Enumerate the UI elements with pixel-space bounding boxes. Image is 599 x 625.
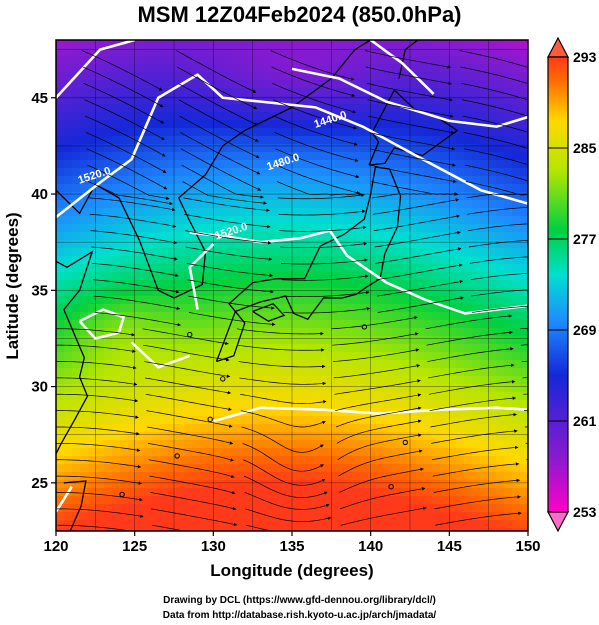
temperature-field (56, 40, 528, 531)
x-tick-label: 145 (437, 538, 462, 555)
y-tick-label: 35 (31, 282, 48, 299)
x-axis-label: Longitude (degrees) (210, 561, 373, 580)
x-tick-label: 135 (279, 538, 304, 555)
wind-streamlines (56, 50, 528, 531)
x-axis-ticks: 120 125 130 135 140 145 150 (43, 531, 541, 555)
y-tick-label: 40 (31, 186, 48, 203)
map-title: MSM 12Z04Feb2024 (850.0hPa) (137, 2, 462, 27)
colorbar-bar (547, 56, 569, 513)
x-tick-label: 150 (515, 538, 540, 555)
x-tick-label: 140 (358, 538, 383, 555)
colorbar-ticks: 253 261 269 277 285 293 (548, 49, 597, 520)
credits: Drawing by DCL (https://www.gfd-dennou.o… (0, 593, 599, 623)
lat-lon-grid (56, 40, 528, 531)
credit-drawing: Drawing by DCL (https://www.gfd-dennou.o… (163, 595, 436, 606)
y-tick-label: 45 (31, 90, 48, 107)
y-axis-ticks: 25 30 35 40 45 (31, 90, 56, 492)
x-tick-label: 130 (201, 538, 226, 555)
colorbar-tick-label: 285 (573, 140, 597, 156)
colorbar: 253 261 269 277 285 293 (547, 36, 597, 533)
colorbar-bottom-arrow (547, 511, 569, 533)
x-tick-label: 125 (122, 538, 147, 555)
colorbar-tick-label: 261 (573, 413, 597, 429)
colorbar-tick-label: 277 (573, 231, 597, 247)
y-tick-label: 30 (31, 379, 48, 396)
colorbar-tick-label: 269 (573, 322, 597, 338)
colorbar-top-arrow (547, 36, 569, 58)
colorbar-tick-label: 253 (573, 504, 597, 520)
x-tick-label: 120 (43, 538, 68, 555)
y-axis-label: Latitude (degrees) (3, 212, 22, 359)
colorbar-tick-label: 293 (573, 49, 597, 65)
y-tick-label: 25 (31, 475, 48, 492)
credit-data: Data from http://database.rish.kyoto-u.a… (162, 610, 437, 621)
